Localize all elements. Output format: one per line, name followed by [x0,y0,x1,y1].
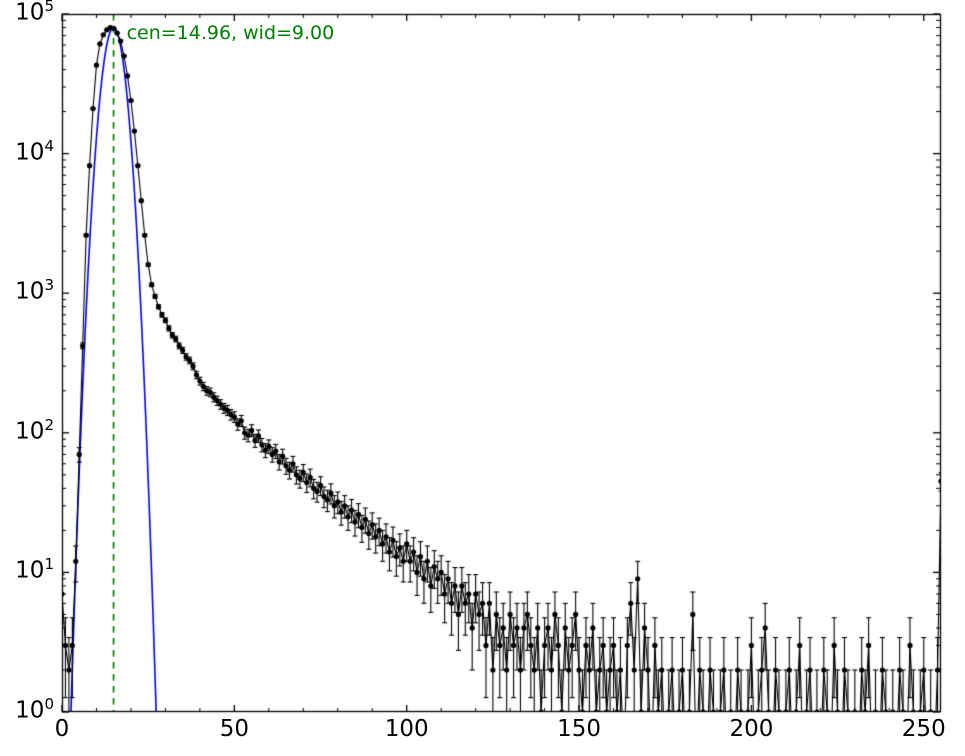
y-tick-label: 101 [15,555,54,585]
x-tick-label: 200 [729,716,774,742]
x-tick-label: 0 [54,716,70,742]
y-tick-label: 102 [15,415,54,445]
y-tick-label: 100 [15,695,54,724]
x-tick-label: 250 [901,716,946,742]
y-tick-label: 103 [15,276,54,305]
y-tick-label: 104 [15,136,54,166]
x-tick-label: 50 [219,716,249,742]
x-tick-label: 150 [557,716,601,742]
y-tick-label: 105 [15,0,54,26]
x-tick-label: 100 [384,716,429,742]
fit-annotation: cen=14.96, wid=9.00 [126,22,335,44]
